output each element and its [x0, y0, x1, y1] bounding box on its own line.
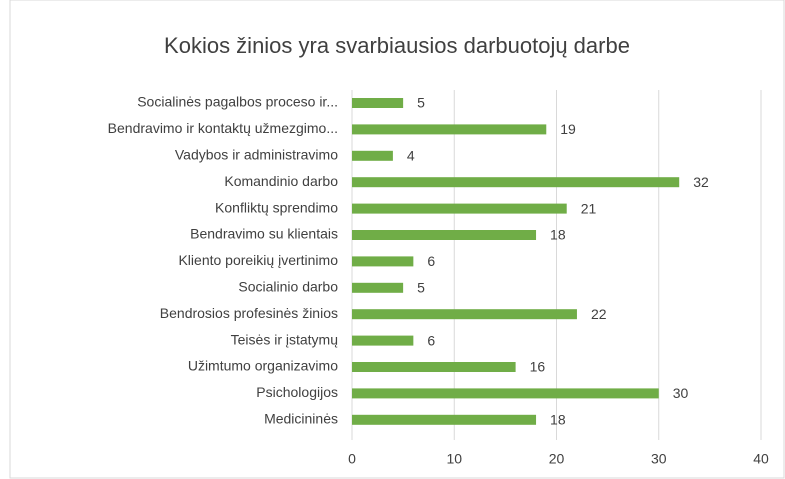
- bar: [352, 98, 404, 108]
- bar: [352, 282, 404, 293]
- y-tick-label: Socialinio darbo: [238, 279, 338, 295]
- bar: [352, 203, 567, 214]
- y-tick-label: Bendrosios profesinės žinios: [160, 305, 338, 321]
- bar: [352, 388, 659, 399]
- y-tick-label: Kliento poreikių įvertinimo: [178, 252, 338, 268]
- bar: [352, 230, 537, 240]
- data-label: 19: [560, 121, 576, 137]
- x-tick-label: 10: [446, 451, 462, 467]
- data-label: 32: [693, 174, 709, 190]
- data-label: 6: [427, 253, 435, 269]
- data-label: 5: [417, 95, 425, 111]
- y-tick-label: Psichologijos: [256, 384, 338, 400]
- data-label: 4: [407, 148, 415, 164]
- x-tick-label: 30: [651, 451, 667, 467]
- data-label: 21: [581, 200, 597, 216]
- y-tick-label: Vadybos ir administravimo: [175, 147, 338, 163]
- y-tick-label: Užimtumo organizavimo: [188, 358, 338, 374]
- x-tick-label: 20: [549, 451, 565, 467]
- data-label: 16: [530, 359, 546, 375]
- bar: [352, 150, 393, 161]
- y-tick-label: Socialinės pagalbos proceso ir...: [137, 94, 338, 110]
- bar: [352, 124, 547, 135]
- y-tick-label: Teisės ir įstatymų: [231, 331, 339, 347]
- bar: [352, 362, 516, 372]
- y-tick-label: Medicininės: [264, 411, 338, 427]
- y-tick-label: Konfliktų sprendimo: [215, 199, 338, 215]
- chart-title: Kokios žinios yra svarbiausios darbuotoj…: [164, 33, 630, 58]
- bar: [352, 177, 680, 188]
- y-tick-label: Bendravimo ir kontaktų užmezgimo...: [108, 120, 338, 136]
- data-label: 18: [550, 227, 566, 243]
- data-label: 6: [427, 332, 435, 348]
- y-tick-label: Komandinio darbo: [224, 173, 338, 189]
- bar: [352, 414, 537, 425]
- x-tick-label: 0: [348, 451, 356, 467]
- x-tick-label: 40: [753, 451, 769, 467]
- data-label: 22: [591, 306, 607, 322]
- bar: [352, 256, 414, 267]
- data-label: 30: [673, 385, 689, 401]
- bar: [352, 309, 577, 320]
- data-label: 18: [550, 412, 566, 428]
- bar: [352, 335, 414, 346]
- data-label: 5: [417, 280, 425, 296]
- y-tick-label: Bendravimo su klientais: [190, 226, 338, 242]
